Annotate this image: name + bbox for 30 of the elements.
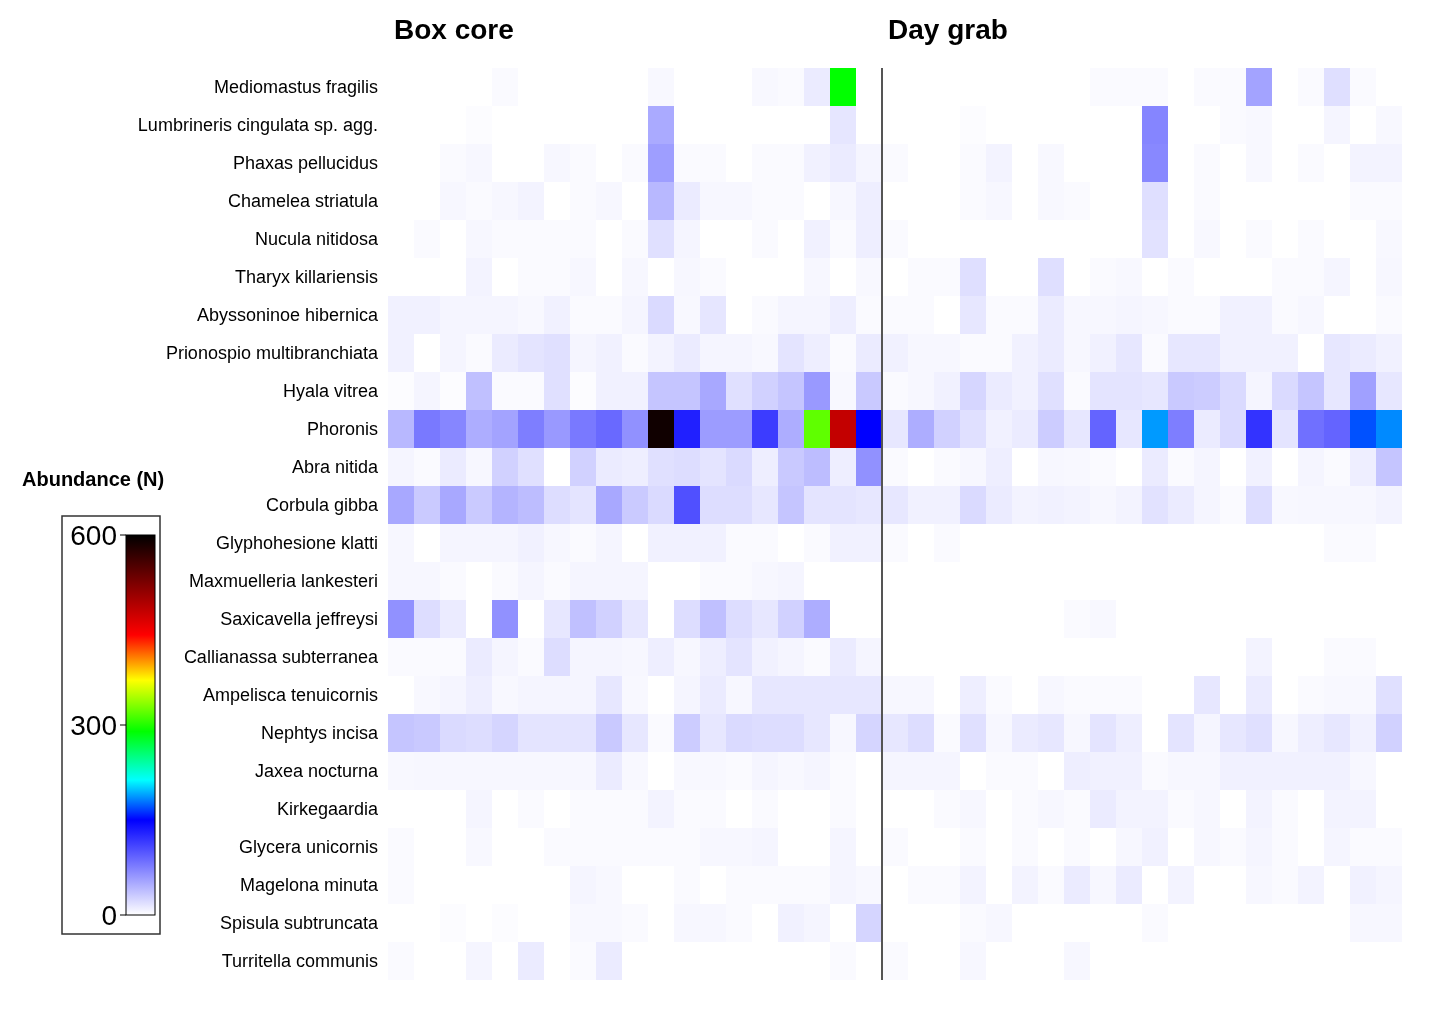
y-tick-label: Abra nitida [291, 457, 379, 478]
text: Box core [394, 14, 514, 46]
y-tick-label: Glyphohesione klatti [215, 533, 378, 554]
y-tick-label: Phaxas pellucidus [232, 153, 378, 174]
y-tick-label: Lumbrineris cingulata sp. agg. [137, 115, 378, 136]
color-bar-label: 0 [101, 899, 117, 931]
color-bar-title: Abundance (N) [22, 468, 165, 491]
y-tick-label: Ampelisca tenuicornis [202, 685, 378, 706]
y-tick-label: Spisula subtruncata [219, 913, 379, 934]
y-tick-label: Tharyx killariensis [234, 267, 378, 288]
y-tick-label: Maxmuelleria lankesteri [188, 571, 378, 592]
y-tick-label: Phoronis [306, 419, 378, 440]
y-tick-label: Magelona minuta [239, 875, 379, 896]
y-tick-label: Chamelea striatula [227, 191, 379, 212]
color-bar-label: 600 [70, 519, 117, 551]
y-tick-label: Abyssoninoe hibernica [196, 305, 379, 326]
color-bar-label: 300 [70, 709, 117, 741]
y-tick-label: Kirkegaardia [276, 799, 379, 820]
y-tick-label: Turritella communis [221, 951, 378, 972]
y-tick-label: Mediomastus fragilis [213, 77, 378, 98]
y-tick-label: Corbula gibba [265, 495, 379, 516]
text: Day grab [888, 14, 1008, 46]
y-tick-label: Saxicavella jeffreysi [220, 609, 378, 630]
y-tick-label: Nephtys incisa [260, 723, 379, 744]
y-tick-label: Nucula nitidosa [254, 229, 379, 250]
y-tick-label: Prionospio multibranchiata [165, 343, 379, 364]
y-tick-label: Hyala vitrea [282, 381, 379, 402]
y-tick-label: Glycera unicornis [238, 837, 378, 858]
y-tick-label: Jaxea nocturna [254, 761, 379, 782]
y-tick-label: Callianassa subterranea [183, 647, 379, 668]
